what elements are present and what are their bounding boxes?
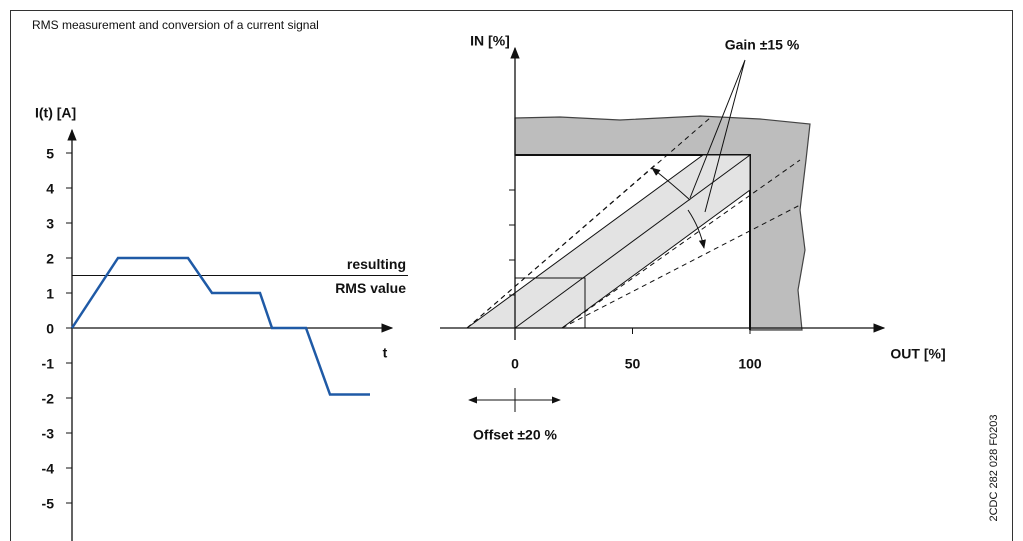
gain-arrow: [687, 209, 706, 249]
y-tick-label: 0: [46, 321, 54, 337]
gain-line: [466, 164, 656, 329]
gain-arrow: [651, 167, 691, 201]
rms-label: resulting: [347, 256, 406, 272]
out-label: OUT [%]: [890, 346, 945, 362]
offset-band: [465, 154, 751, 329]
out-tick-label: 100: [738, 356, 762, 372]
y-tick-label: -5: [42, 496, 55, 512]
in-label: IN [%]: [470, 33, 510, 49]
figure-title: RMS measurement and conversion of a curr…: [32, 18, 319, 32]
current-chart: 5 4 3 2 1 0 -1 -2 -3 -4 -5 resulting RMS value: [42, 146, 408, 512]
y-axis-label: I(t) [A]: [35, 105, 76, 121]
t-axis-label: t: [383, 345, 388, 361]
out-ticks: 0 50 100: [511, 328, 762, 372]
y-tick-label: 3: [46, 216, 54, 232]
y-tick-label: 1: [46, 286, 54, 302]
conversion-diagram: IN [%] OUT [%] Gain ±15 % Offset ±20 %: [440, 33, 946, 443]
y-tick-label: -3: [42, 426, 55, 442]
y-tick-label: 4: [46, 181, 54, 197]
gain-line: [561, 159, 801, 329]
out-tick-label: 0: [511, 356, 519, 372]
offset-label: Offset ±20 %: [473, 427, 557, 443]
current-waveform: [70, 256, 370, 396]
y-tick-label: -1: [42, 356, 55, 372]
y-tick-label: 5: [46, 146, 54, 162]
rms-label: RMS value: [335, 280, 406, 296]
gain-label: Gain ±15 %: [725, 37, 800, 53]
example-box: [515, 277, 586, 328]
y-tick-label: 2: [46, 251, 54, 267]
y-tick-label: -4: [42, 461, 55, 477]
pointer-line: [689, 59, 746, 213]
out-tick-label: 50: [625, 356, 641, 372]
frame: [10, 10, 1013, 541]
nominal-line: [514, 154, 751, 329]
y-tick-label: -2: [42, 391, 55, 407]
figure-code: 2CDC 282 028 F0203: [988, 414, 1000, 521]
